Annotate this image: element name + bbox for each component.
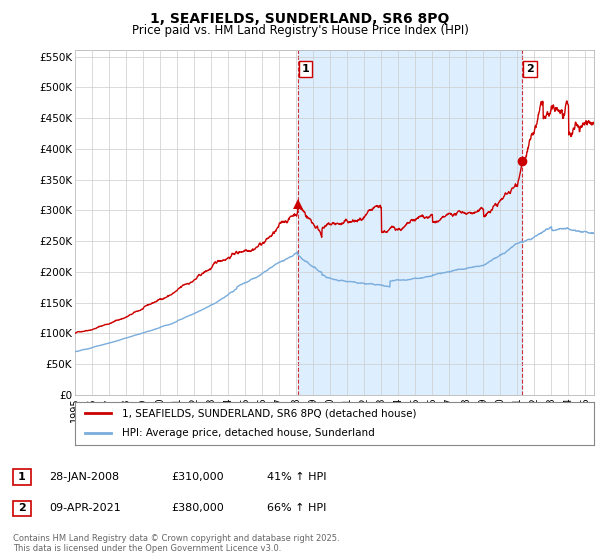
Text: £380,000: £380,000 (171, 503, 224, 514)
Text: 09-APR-2021: 09-APR-2021 (49, 503, 121, 514)
Text: 1, SEAFIELDS, SUNDERLAND, SR6 8PQ (detached house): 1, SEAFIELDS, SUNDERLAND, SR6 8PQ (detac… (122, 408, 416, 418)
Text: Contains HM Land Registry data © Crown copyright and database right 2025.
This d: Contains HM Land Registry data © Crown c… (13, 534, 340, 553)
Text: 1, SEAFIELDS, SUNDERLAND, SR6 8PQ: 1, SEAFIELDS, SUNDERLAND, SR6 8PQ (151, 12, 449, 26)
Text: 1: 1 (302, 64, 310, 74)
Bar (298, 50, 522, 395)
Text: £310,000: £310,000 (171, 472, 224, 482)
Text: 1: 1 (18, 472, 25, 482)
Text: HPI: Average price, detached house, Sunderland: HPI: Average price, detached house, Sund… (122, 428, 374, 438)
Text: 2: 2 (18, 503, 25, 514)
Text: 66% ↑ HPI: 66% ↑ HPI (267, 503, 326, 514)
Text: 2: 2 (526, 64, 534, 74)
Text: 28-JAN-2008: 28-JAN-2008 (49, 472, 119, 482)
Text: Price paid vs. HM Land Registry's House Price Index (HPI): Price paid vs. HM Land Registry's House … (131, 24, 469, 37)
Text: 41% ↑ HPI: 41% ↑ HPI (267, 472, 326, 482)
